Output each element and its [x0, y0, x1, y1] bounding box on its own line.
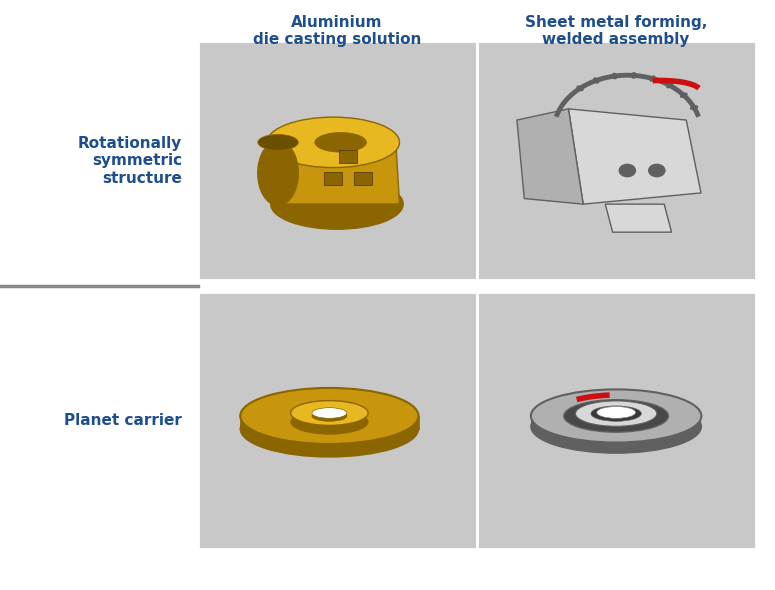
Ellipse shape — [649, 76, 656, 82]
FancyBboxPatch shape — [477, 292, 756, 549]
Ellipse shape — [575, 401, 657, 426]
Ellipse shape — [312, 411, 347, 421]
Ellipse shape — [611, 73, 618, 80]
FancyBboxPatch shape — [325, 172, 342, 185]
Ellipse shape — [680, 93, 687, 98]
Polygon shape — [531, 416, 701, 427]
Text: Rotationally
symmetric
structure: Rotationally symmetric structure — [78, 136, 182, 186]
Ellipse shape — [593, 77, 600, 84]
Ellipse shape — [240, 401, 418, 457]
FancyBboxPatch shape — [477, 41, 756, 280]
Polygon shape — [267, 142, 400, 204]
Ellipse shape — [666, 83, 673, 88]
Text: Sheet metal forming,
welded assembly: Sheet metal forming, welded assembly — [525, 15, 708, 47]
FancyBboxPatch shape — [339, 150, 356, 163]
Ellipse shape — [531, 400, 701, 453]
Ellipse shape — [619, 165, 636, 176]
Ellipse shape — [291, 401, 368, 425]
Ellipse shape — [258, 135, 298, 150]
Text: Planet carrier: Planet carrier — [64, 413, 182, 428]
Ellipse shape — [631, 72, 637, 79]
FancyBboxPatch shape — [354, 172, 371, 185]
FancyBboxPatch shape — [198, 41, 477, 280]
Ellipse shape — [267, 117, 400, 168]
Polygon shape — [605, 204, 671, 232]
Ellipse shape — [564, 400, 668, 432]
Ellipse shape — [577, 86, 584, 91]
Ellipse shape — [258, 141, 298, 205]
Ellipse shape — [312, 408, 347, 418]
Ellipse shape — [315, 133, 367, 152]
Polygon shape — [568, 109, 701, 204]
Polygon shape — [517, 109, 583, 204]
Ellipse shape — [240, 388, 418, 444]
Text: Aluminium
die casting solution: Aluminium die casting solution — [253, 15, 422, 47]
FancyBboxPatch shape — [198, 292, 477, 549]
Ellipse shape — [649, 165, 665, 176]
Ellipse shape — [291, 409, 368, 434]
Ellipse shape — [591, 406, 642, 421]
Ellipse shape — [690, 105, 698, 110]
Ellipse shape — [597, 407, 636, 418]
Polygon shape — [240, 416, 418, 429]
Ellipse shape — [270, 179, 403, 230]
Ellipse shape — [531, 389, 701, 442]
